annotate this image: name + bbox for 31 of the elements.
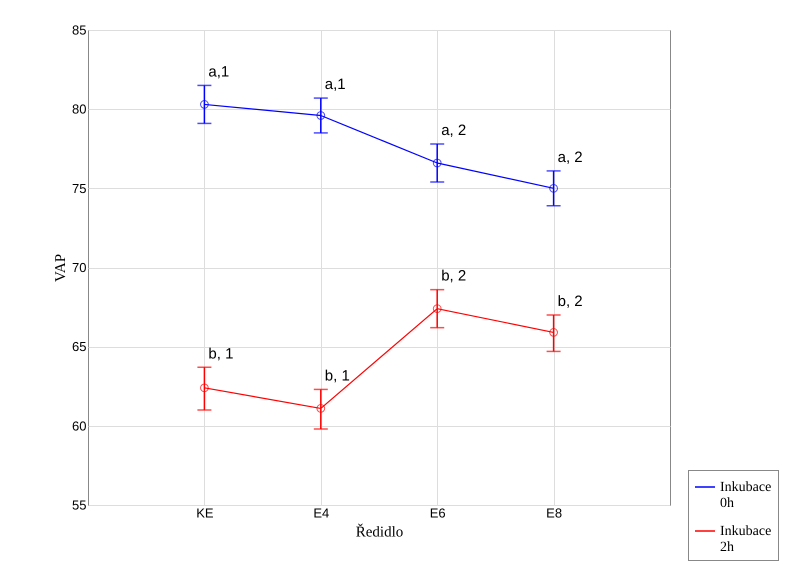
annotation: a, 2: [558, 148, 583, 166]
point: [316, 404, 326, 413]
y-tick-label: 80: [72, 102, 86, 117]
legend-label: Inkubace 0h: [720, 480, 772, 511]
annotation: b, 1: [208, 345, 234, 362]
x-axis-title: Ředidlo: [356, 524, 404, 540]
point: [549, 328, 558, 337]
x-tick-label: KE: [196, 506, 214, 520]
y-tick-label: 55: [72, 498, 86, 512]
annotation: a, 2: [441, 122, 466, 139]
y-tick-label: 85: [72, 22, 86, 38]
x-tick-label: E4: [313, 506, 330, 520]
point: [432, 158, 442, 168]
legend-label: Inkubace 2h: [720, 524, 772, 555]
y-tick-label: 65: [72, 339, 86, 354]
point: [316, 111, 326, 120]
annotation: b, 2: [441, 268, 466, 285]
annotation: b, 2: [558, 293, 583, 310]
y-tick-label: 60: [72, 418, 86, 434]
point: [432, 304, 442, 314]
y-axis-title: VAP: [53, 254, 70, 282]
annotation: b, 1: [324, 367, 350, 384]
annotation: a,1: [324, 76, 346, 94]
annotation: a,1: [208, 63, 230, 80]
x-tick-label: E8: [546, 506, 562, 520]
y-tick-label: 70: [72, 260, 86, 275]
x-tick-label: E6: [430, 506, 446, 520]
y-tick-label: 75: [72, 180, 86, 196]
point: [549, 184, 558, 193]
point: [200, 383, 209, 392]
point: [200, 100, 209, 109]
